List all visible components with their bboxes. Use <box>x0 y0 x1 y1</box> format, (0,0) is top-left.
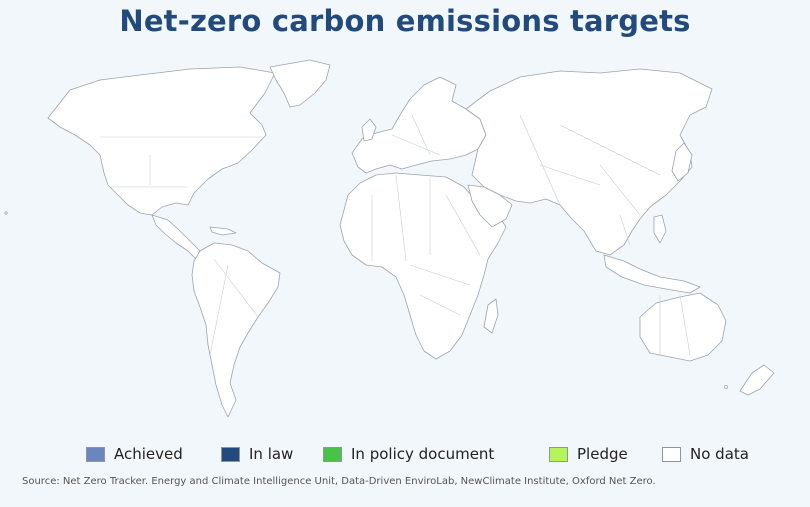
south-america[interactable] <box>191 242 281 418</box>
japan[interactable] <box>671 142 693 182</box>
legend-item-no-data: No data <box>662 443 749 465</box>
north-america[interactable] <box>47 66 276 216</box>
legend-swatch-in-policy-document <box>323 446 342 462</box>
legend-item-in-policy-document: In policy document <box>323 443 494 465</box>
arabian-peninsula[interactable] <box>467 184 513 228</box>
central-america[interactable] <box>151 214 205 262</box>
madagascar[interactable] <box>483 298 499 334</box>
legend: Achieved In law In policy document Pledg… <box>0 443 810 465</box>
country-borders <box>100 114 691 356</box>
legend-label-in-policy-document: In policy document <box>351 445 495 463</box>
africa[interactable] <box>339 172 507 360</box>
world-map[interactable] <box>0 55 810 425</box>
legend-label-no-data: No data <box>690 445 749 463</box>
greenland[interactable] <box>269 59 331 108</box>
hawaii <box>4 211 8 215</box>
legend-label-achieved: Achieved <box>114 445 183 463</box>
legend-swatch-no-data <box>662 446 681 462</box>
legend-item-pledge: Pledge <box>549 443 628 465</box>
map-title: Net-zero carbon emissions targets <box>119 4 691 38</box>
legend-swatch-achieved <box>86 446 105 462</box>
legend-swatch-pledge <box>549 446 568 462</box>
uk-ireland[interactable] <box>361 118 377 142</box>
legend-label-pledge: Pledge <box>577 445 628 463</box>
pacific-islands <box>724 385 728 389</box>
world-map-svg <box>4 59 775 418</box>
legend-item-achieved: Achieved <box>86 443 183 465</box>
new-zealand[interactable] <box>739 364 775 396</box>
southeast-asia-islands[interactable] <box>603 254 701 294</box>
legend-label-in-law: In law <box>249 445 294 463</box>
legend-item-in-law: In law <box>221 443 293 465</box>
philippines[interactable] <box>653 214 667 244</box>
source-note: Source: Net Zero Tracker. Energy and Cli… <box>22 476 656 487</box>
legend-swatch-in-law <box>221 446 240 462</box>
australia[interactable] <box>639 292 727 362</box>
caribbean[interactable] <box>209 226 237 236</box>
